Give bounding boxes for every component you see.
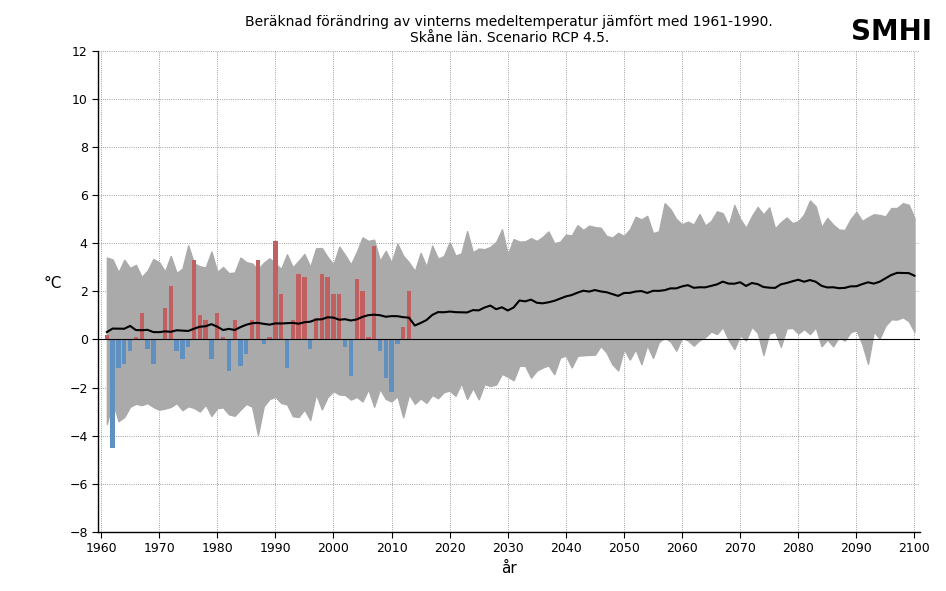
Bar [233, 320, 236, 339]
Bar [360, 291, 365, 339]
Bar [308, 339, 312, 349]
Bar [273, 241, 277, 339]
Bar [383, 339, 388, 378]
Bar [255, 260, 260, 339]
Bar [285, 339, 289, 368]
Bar [290, 320, 295, 339]
Bar [377, 339, 382, 352]
Bar [279, 294, 284, 339]
Bar [320, 274, 324, 339]
Bar [342, 339, 347, 347]
Bar [401, 327, 406, 339]
Bar [209, 339, 214, 359]
Bar [261, 339, 266, 344]
Bar [407, 291, 412, 339]
Bar [151, 339, 155, 363]
Title: Beräknad förändring av vinterns medeltemperatur jämfört med 1961-1990.
Skåne län: Beräknad förändring av vinterns medeltem… [245, 15, 773, 45]
Bar [140, 313, 144, 339]
X-axis label: år: år [501, 561, 517, 576]
Bar [203, 320, 208, 339]
Bar [146, 339, 149, 349]
Bar [337, 294, 342, 339]
Bar [250, 320, 254, 339]
Bar [227, 339, 231, 371]
Bar [174, 339, 179, 352]
Bar [221, 337, 225, 339]
Y-axis label: °C: °C [44, 276, 61, 291]
Bar [186, 339, 190, 347]
Bar [105, 335, 109, 339]
Bar [296, 274, 301, 339]
Bar [163, 308, 167, 339]
Bar [395, 339, 399, 344]
Bar [215, 313, 219, 339]
Bar [111, 339, 114, 448]
Bar [238, 339, 243, 366]
Bar [128, 339, 132, 352]
Bar [122, 339, 127, 363]
Bar [133, 337, 138, 339]
Bar [168, 287, 173, 339]
Bar [116, 339, 121, 368]
Bar [198, 316, 202, 339]
Bar [192, 260, 196, 339]
Bar [349, 339, 353, 375]
Bar [372, 245, 377, 339]
Bar [390, 339, 394, 392]
Bar [314, 318, 318, 339]
Bar [325, 277, 330, 339]
Bar [331, 294, 336, 339]
Bar [268, 337, 272, 339]
Text: SMHI: SMHI [850, 18, 932, 46]
Bar [181, 339, 184, 359]
Bar [302, 277, 307, 339]
Bar [355, 279, 359, 339]
Bar [366, 337, 371, 339]
Bar [244, 339, 249, 354]
